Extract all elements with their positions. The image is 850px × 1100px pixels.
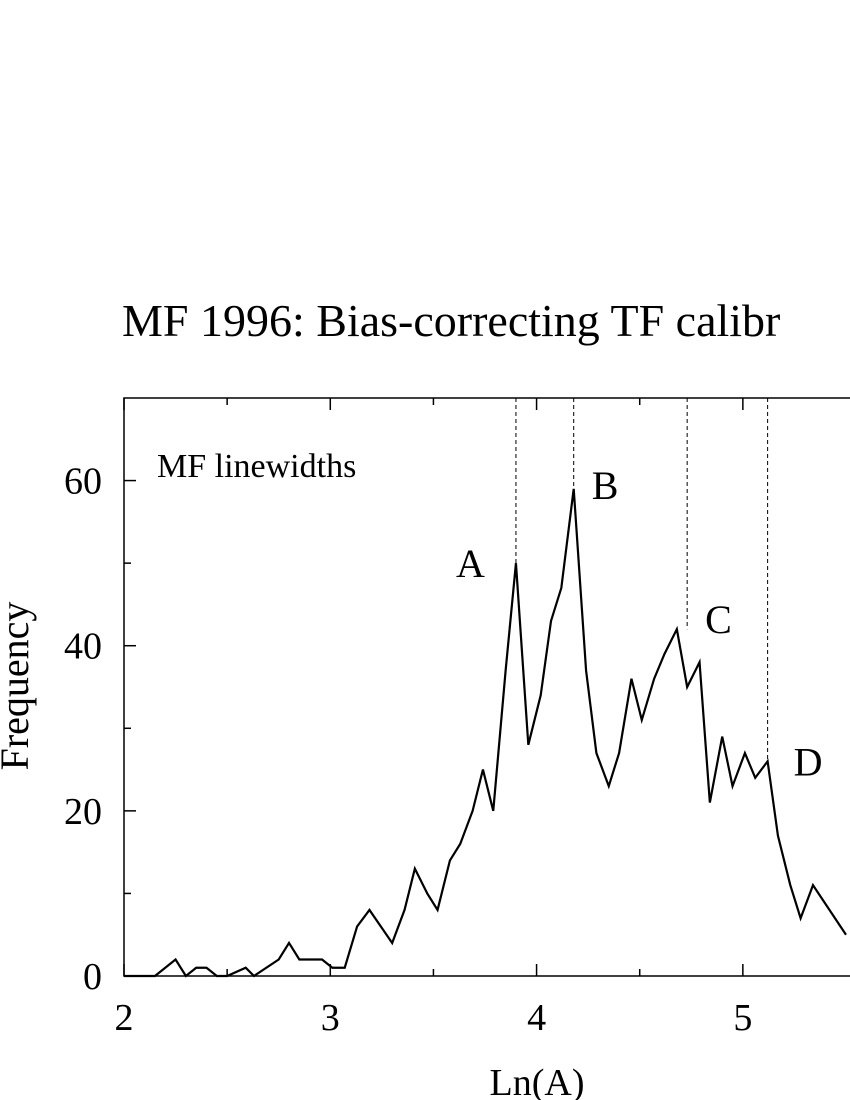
marker-label: C bbox=[705, 597, 732, 642]
data-line bbox=[124, 488, 847, 978]
annotation: MF linewidths bbox=[157, 448, 356, 485]
y-tick-label: 60 bbox=[64, 461, 102, 503]
chart-title: MF 1996: Bias-correcting TF calibr bbox=[122, 295, 780, 346]
x-axis-label: Ln(A) bbox=[490, 1062, 585, 1100]
marker-label: A bbox=[456, 541, 485, 586]
y-tick-label: 40 bbox=[64, 626, 102, 668]
y-tick-label: 0 bbox=[83, 956, 102, 998]
y-axis-label: Frequency bbox=[0, 602, 37, 771]
x-tick-label: 2 bbox=[115, 997, 134, 1039]
x-tick-label: 5 bbox=[733, 997, 752, 1039]
marker-label: D bbox=[794, 739, 823, 784]
plot-frame bbox=[123, 397, 850, 977]
x-tick-label: 4 bbox=[527, 997, 546, 1039]
x-tick-label: 3 bbox=[321, 997, 340, 1039]
y-tick-label: 20 bbox=[64, 791, 102, 833]
marker-label: B bbox=[592, 463, 619, 508]
